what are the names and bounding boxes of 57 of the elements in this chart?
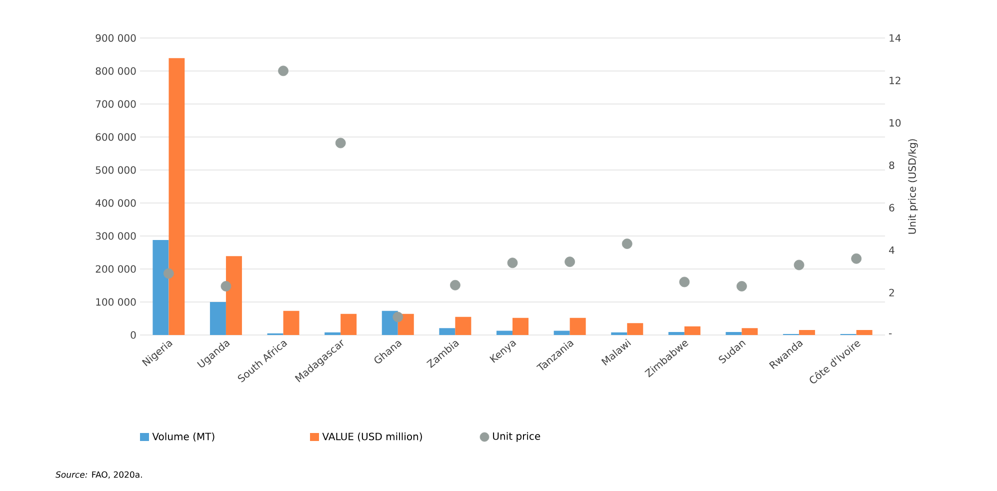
bar	[742, 328, 758, 335]
bar	[512, 318, 529, 335]
legend-label: Unit price	[493, 432, 540, 442]
bar	[799, 330, 816, 335]
bar	[168, 58, 185, 335]
y-tick-label: 900 000	[96, 34, 136, 42]
point	[450, 280, 460, 290]
bar	[627, 323, 644, 335]
bar	[668, 332, 684, 335]
bar	[455, 316, 472, 335]
y-tick-label: 400 000	[96, 199, 136, 207]
point	[278, 66, 288, 76]
bar	[726, 332, 742, 335]
bar	[611, 332, 628, 335]
point	[679, 276, 690, 288]
legend-label: VALUE (USD million)	[322, 432, 422, 442]
bar	[324, 332, 341, 335]
bar	[210, 302, 226, 335]
bar	[283, 310, 300, 335]
point	[392, 312, 404, 322]
bar	[439, 328, 456, 335]
bar	[554, 330, 570, 335]
point	[851, 253, 862, 264]
point	[507, 258, 518, 268]
point	[220, 281, 232, 292]
point	[564, 256, 576, 268]
text: Source: FAO, 2020a.	[56, 471, 142, 479]
point	[622, 238, 632, 249]
bar	[152, 240, 169, 335]
bar	[684, 326, 700, 335]
point	[163, 268, 174, 279]
y-tick-label: 500 000	[96, 166, 136, 174]
bar	[226, 256, 242, 335]
bar	[496, 330, 512, 335]
y2-tick-label: 6	[889, 204, 894, 212]
y2-tick-label: 14	[890, 34, 901, 42]
y-tick-label: 0	[130, 331, 136, 339]
y-tick-label: 200 000	[96, 265, 136, 273]
point	[794, 260, 804, 270]
y-tick-label: 300 000	[96, 232, 136, 240]
y2-tick-label: 2	[889, 288, 894, 296]
legend-label: Volume (MT)	[152, 432, 214, 442]
point	[736, 281, 747, 292]
point	[335, 138, 346, 148]
y-tick-label: 600 000	[96, 133, 136, 141]
y2-tick-label: 4	[889, 246, 894, 254]
y2-tick-label: 10	[890, 119, 901, 127]
bar	[340, 314, 357, 335]
y2-tick-label: -	[889, 333, 892, 334]
y2-axis-title: Unit price (USD/kg)	[908, 139, 918, 234]
bar	[856, 330, 872, 335]
y-tick-label: 700 000	[96, 100, 136, 108]
y2-tick-label: 12	[890, 76, 900, 84]
y-tick-label: 800 000	[96, 67, 136, 75]
y-tick-label: 100 000	[96, 298, 136, 306]
y2-tick-label: 8	[889, 161, 894, 170]
bar	[570, 318, 586, 335]
